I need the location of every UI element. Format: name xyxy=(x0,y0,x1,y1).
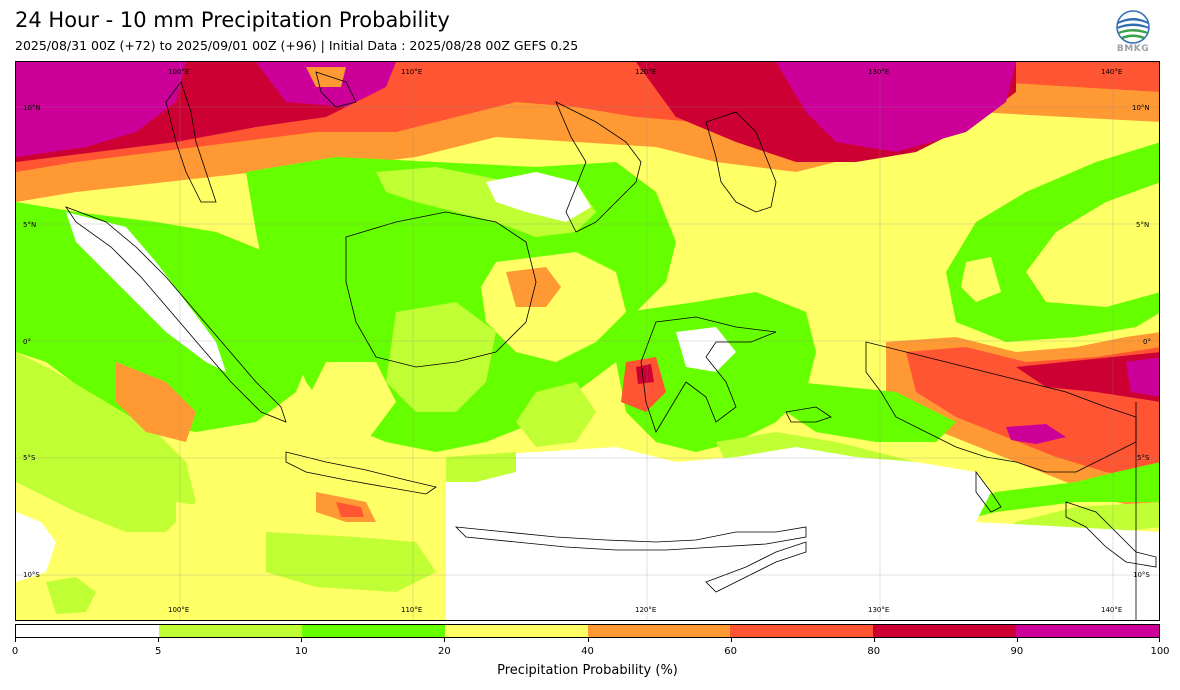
colorbar-tick-label: 60 xyxy=(724,646,737,657)
precipitation-map: 100°E 110°E 120°E 130°E 140°E 100°E 110°… xyxy=(15,61,1160,621)
lon-label-top: 100°E xyxy=(168,68,190,76)
colorbar-tick-label: 40 xyxy=(581,646,594,657)
colorbar xyxy=(15,624,1160,638)
colorbar-tick-label: 10 xyxy=(294,646,308,657)
colorbar-segment xyxy=(158,625,302,637)
bmkg-logo-text: BMKG xyxy=(1116,44,1150,54)
map-subtitle: 2025/08/31 00Z (+72) to 2025/09/01 00Z (… xyxy=(15,38,579,53)
colorbar-tick-mark xyxy=(301,638,303,642)
colorbar-tick-mark xyxy=(15,638,16,642)
lat-label-left: 5°N xyxy=(23,221,37,229)
colorbar-label: Precipitation Probability (%) xyxy=(497,663,678,678)
colorbar-segment xyxy=(587,625,731,637)
lon-label-bottom: 140°E xyxy=(1101,606,1123,614)
colorbar-segment xyxy=(730,625,874,637)
colorbar-tick-mark xyxy=(158,638,160,642)
lon-label-top: 120°E xyxy=(635,68,657,76)
colorbar-tick-label: 5 xyxy=(154,646,162,657)
colorbar-tick-mark xyxy=(444,638,446,642)
lat-label-right: 0° xyxy=(1143,338,1151,346)
colorbar-segment xyxy=(1016,625,1159,637)
lon-label-top: 140°E xyxy=(1101,68,1123,76)
colorbar-tick-mark xyxy=(1016,638,1018,642)
colorbar-segment xyxy=(16,625,159,637)
lat-label-left: 10°S xyxy=(23,571,40,579)
colorbar-tick-label: 100 xyxy=(1150,646,1170,657)
lon-label-bottom: 110°E xyxy=(401,606,423,614)
lat-label-right: 10°S xyxy=(1133,571,1150,579)
colorbar-tick-mark xyxy=(587,638,589,642)
lat-label-right: 10°N xyxy=(1132,104,1150,112)
colorbar-segment xyxy=(301,625,445,637)
colorbar-tick-label: 80 xyxy=(867,646,881,657)
lat-label-left: 5°S xyxy=(23,454,36,462)
colorbar-tick-mark xyxy=(1159,638,1160,642)
map-title: 24 Hour - 10 mm Precipitation Probabilit… xyxy=(15,8,450,32)
colorbar-tick-label: 0 xyxy=(11,646,19,657)
colorbar-tick-label: 20 xyxy=(438,646,451,657)
lat-label-left: 10°N xyxy=(23,104,41,112)
lon-label-bottom: 100°E xyxy=(168,606,190,614)
lat-label-left: 0° xyxy=(23,338,31,346)
colorbar-segment xyxy=(873,625,1017,637)
bmkg-logo-icon xyxy=(1114,10,1152,56)
lon-label-bottom: 130°E xyxy=(868,606,890,614)
map-canvas xyxy=(16,62,1159,620)
lon-label-bottom: 120°E xyxy=(635,606,657,614)
lon-label-top: 130°E xyxy=(868,68,890,76)
lat-label-right: 5°N xyxy=(1136,221,1150,229)
lat-label-right: 5°S xyxy=(1137,454,1150,462)
colorbar-tick-mark xyxy=(730,638,732,642)
lon-label-top: 110°E xyxy=(401,68,423,76)
colorbar-tick-mark xyxy=(873,638,875,642)
colorbar-segment xyxy=(444,625,588,637)
colorbar-tick-label: 90 xyxy=(1010,646,1024,657)
